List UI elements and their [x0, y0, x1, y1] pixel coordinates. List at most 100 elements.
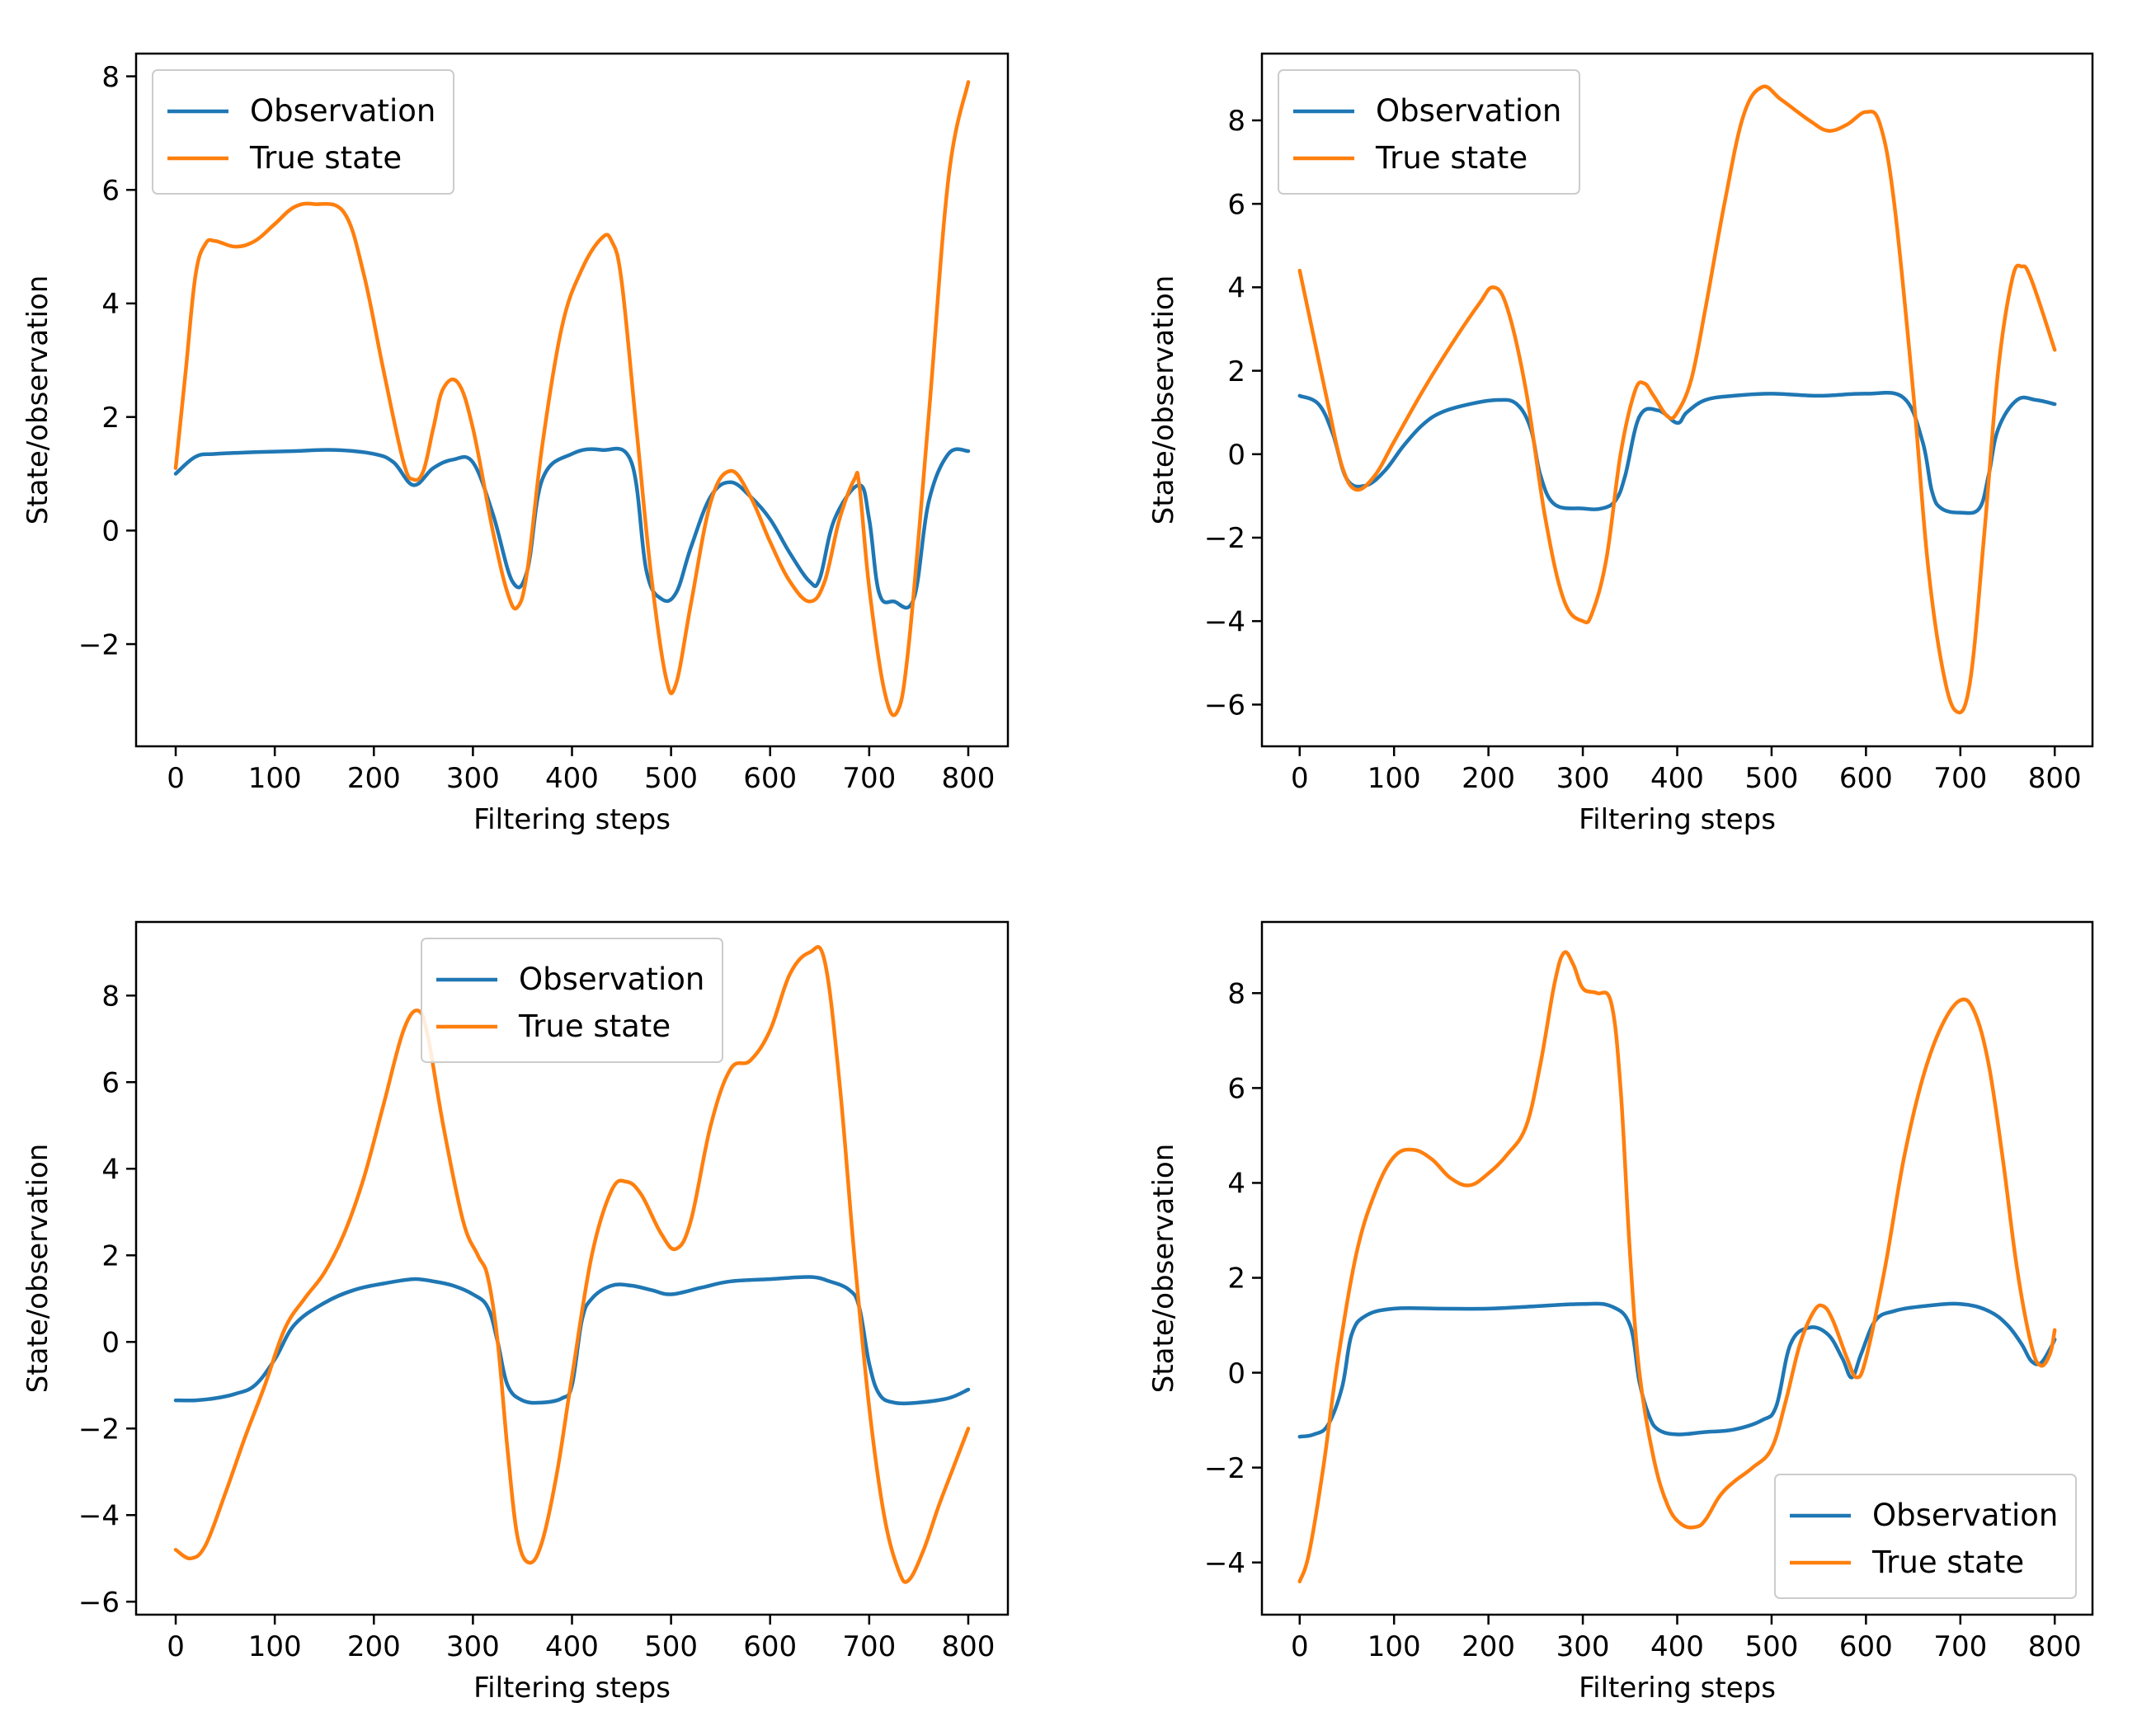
- x-tick-label: 800: [2028, 1630, 2082, 1663]
- x-axis-label: Filtering steps: [473, 1672, 671, 1705]
- y-tick-label: −2: [1204, 1452, 1245, 1485]
- x-tick-label: 500: [644, 762, 698, 795]
- y-tick-label: 8: [101, 980, 120, 1013]
- legend-label-observation: Observation: [1376, 93, 1561, 129]
- legend-label-true-state: True state: [1375, 140, 1528, 176]
- legend: Observation True state: [421, 938, 723, 1063]
- y-axis-label: State/observation: [21, 1144, 54, 1394]
- y-tick-label: −2: [78, 628, 120, 661]
- x-tick-label: 800: [2028, 762, 2082, 795]
- x-tick-label: 200: [347, 762, 401, 795]
- legend: Observation True state: [1278, 69, 1580, 195]
- x-tick-label: 600: [743, 1630, 797, 1663]
- x-tick-label: 500: [1744, 1630, 1798, 1663]
- legend: Observation True state: [152, 69, 454, 195]
- series-line-true-state: [173, 945, 971, 1584]
- plot-area: [1297, 950, 2057, 1583]
- x-tick-label: 700: [1933, 1630, 1987, 1663]
- x-tick-label: 0: [1291, 762, 1309, 795]
- x-tick-label: 0: [167, 762, 185, 795]
- x-tick-label: 0: [167, 1630, 185, 1663]
- chart-panel-2: 0 100 200 300 400 500 600 700 800 −6 −4 −2 0 2 4 6 8 Fil…: [1147, 52, 2094, 836]
- y-tick-label: 6: [101, 174, 120, 207]
- x-tick-label: 600: [743, 762, 797, 795]
- chart-panel-3: 0 100 200 300 400 500 600 700 800 −6 −4 −2 0 2 4 6 8 Fil…: [21, 920, 1010, 1705]
- legend-frame: [421, 938, 723, 1063]
- x-tick-label: 700: [1933, 762, 1987, 795]
- x-tick-label: 300: [446, 1630, 500, 1663]
- y-tick-label: 0: [101, 1326, 120, 1359]
- x-tick-label: 400: [1650, 762, 1704, 795]
- y-tick-label: −6: [78, 1586, 120, 1619]
- legend-frame: [152, 69, 454, 195]
- y-tick-label: 2: [101, 1239, 120, 1272]
- y-tick-label: 2: [101, 402, 120, 435]
- x-tick-label: 300: [1556, 1630, 1610, 1663]
- x-axis-label: Filtering steps: [1579, 1672, 1776, 1705]
- legend-label-observation: Observation: [1872, 1498, 2058, 1533]
- x-tick-label: 600: [1839, 1630, 1893, 1663]
- axes: 0 100 200 300 400 500 600 700 800 −2 0 2 4 6 8: [78, 52, 1010, 795]
- x-tick-label: 100: [1368, 1630, 1421, 1663]
- axes: 0 100 200 300 400 500 600 700 800 −4 −2 0 2 4 6 8: [1204, 920, 2094, 1663]
- x-tick-label: 200: [347, 1630, 401, 1663]
- x-tick-label: 100: [1368, 762, 1421, 795]
- y-tick-label: −2: [78, 1413, 120, 1446]
- series-line-true-state: [1297, 950, 2057, 1583]
- x-tick-label: 200: [1462, 1630, 1515, 1663]
- x-tick-label: 300: [1556, 762, 1610, 795]
- x-tick-label: 400: [545, 1630, 599, 1663]
- plot-area: [173, 80, 971, 717]
- legend-label-true-state: True state: [249, 140, 402, 176]
- y-tick-label: 8: [1227, 105, 1245, 138]
- x-tick-label: 500: [644, 1630, 698, 1663]
- x-tick-label: 500: [1744, 762, 1798, 795]
- y-tick-label: −4: [78, 1499, 120, 1532]
- legend-label-observation: Observation: [519, 962, 704, 997]
- y-tick-label: −4: [1204, 1547, 1245, 1580]
- plot-area: [173, 945, 971, 1584]
- y-axis-label: State/observation: [21, 275, 54, 525]
- series-line-observation: [1297, 390, 2057, 515]
- y-tick-label: 4: [1227, 1168, 1245, 1201]
- x-tick-label: 700: [842, 1630, 896, 1663]
- y-tick-label: 0: [101, 515, 120, 548]
- legend-label-observation: Observation: [250, 93, 435, 129]
- axes: 0 100 200 300 400 500 600 700 800 −6 −4 −2 0 2 4 6 8: [1204, 52, 2094, 795]
- y-tick-label: −6: [1204, 689, 1245, 722]
- y-tick-label: 6: [1227, 188, 1245, 221]
- y-tick-label: 6: [101, 1066, 120, 1099]
- y-axis-label: State/observation: [1147, 1144, 1180, 1394]
- x-tick-label: 700: [842, 762, 896, 795]
- x-tick-label: 0: [1291, 1630, 1309, 1663]
- legend-label-true-state: True state: [518, 1009, 671, 1044]
- x-tick-label: 600: [1839, 762, 1893, 795]
- x-tick-label: 800: [942, 762, 996, 795]
- y-tick-label: 4: [101, 1153, 120, 1186]
- x-axis-label: Filtering steps: [473, 803, 671, 836]
- x-tick-label: 100: [248, 1630, 302, 1663]
- x-axis-label: Filtering steps: [1579, 803, 1776, 836]
- y-tick-label: 0: [1227, 1357, 1245, 1390]
- y-tick-label: 2: [1227, 1263, 1245, 1296]
- y-tick-label: 8: [101, 61, 120, 94]
- legend: Observation True state: [1774, 1474, 2077, 1599]
- x-tick-label: 100: [248, 762, 302, 795]
- series-line-true-state: [173, 80, 971, 717]
- x-tick-label: 200: [1462, 762, 1515, 795]
- y-tick-label: 0: [1227, 439, 1245, 472]
- series-line-observation: [173, 446, 971, 610]
- legend-frame: [1774, 1474, 2077, 1599]
- y-tick-label: 4: [1227, 272, 1245, 305]
- chart-panel-4: 0 100 200 300 400 500 600 700 800 −4 −2 0 2 4 6 8 Filte…: [1147, 920, 2094, 1705]
- legend-label-true-state: True state: [1871, 1545, 2024, 1580]
- y-tick-label: 4: [101, 288, 120, 321]
- plot-area: [1297, 84, 2057, 715]
- y-tick-label: 2: [1227, 355, 1245, 388]
- series-line-observation: [1297, 1301, 2057, 1439]
- axes: 0 100 200 300 400 500 600 700 800 −6 −4 −2 0 2 4 6 8: [78, 920, 1010, 1663]
- x-tick-label: 400: [545, 762, 599, 795]
- series-line-true-state: [1297, 84, 2057, 715]
